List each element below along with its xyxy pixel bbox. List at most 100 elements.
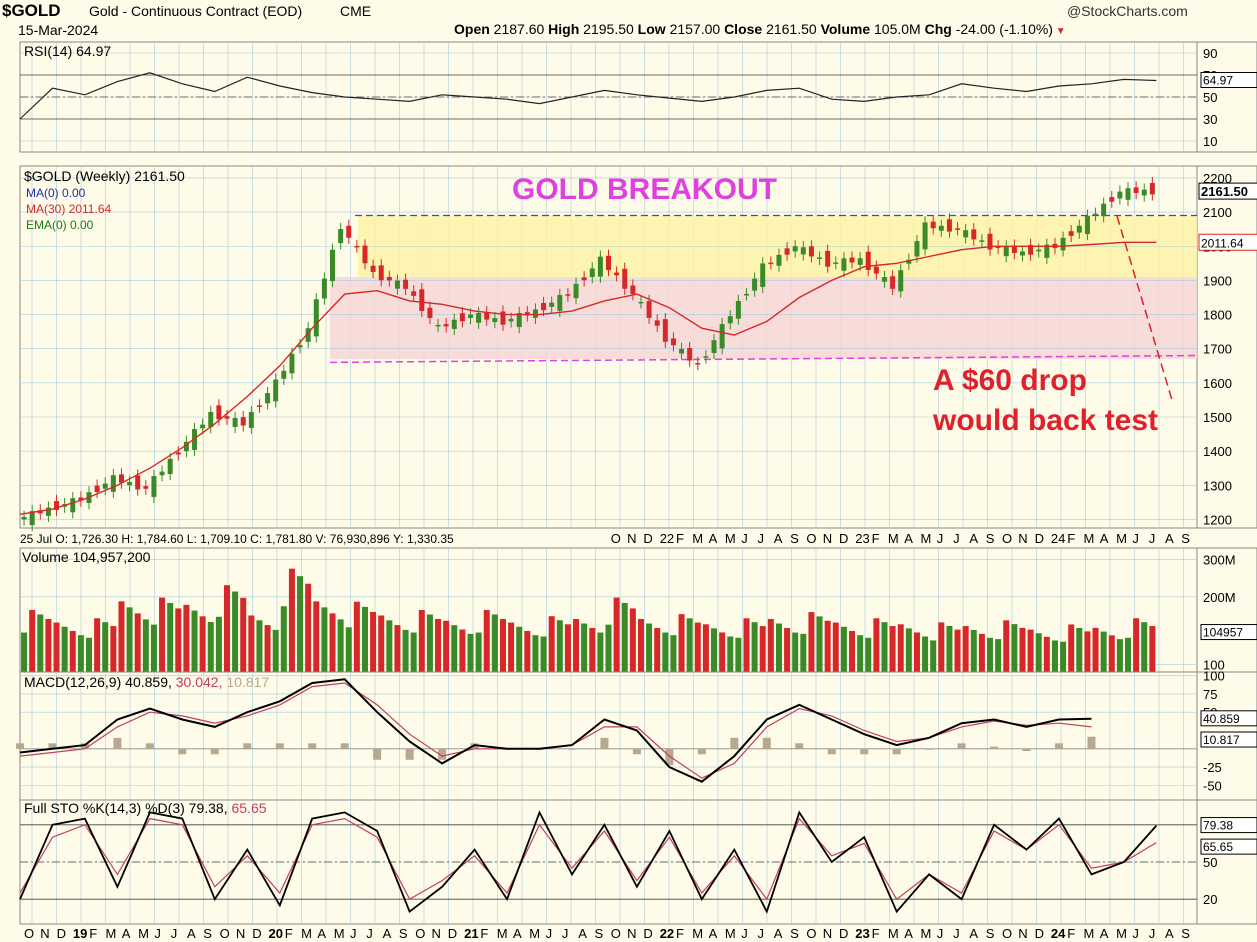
bottom-axis-label: J	[1132, 926, 1139, 941]
price-tick-label: 1300	[1203, 478, 1232, 493]
bottom-axis-label: N	[40, 926, 49, 941]
volume-bar	[816, 616, 823, 672]
bottom-axis-label: 20	[269, 926, 283, 941]
volume-bar	[1116, 639, 1123, 672]
sto-k-last-value: 79.38	[1203, 819, 1233, 833]
volume-bar	[995, 639, 1002, 672]
candle-body	[549, 302, 555, 307]
candle-body	[890, 276, 896, 289]
volume-bar	[564, 624, 571, 672]
bottom-axis-label: J	[154, 926, 161, 941]
candle-body	[703, 356, 709, 358]
macd-panel-frame	[19, 671, 1198, 801]
volume-bar	[499, 619, 506, 672]
macd-histogram-bar	[632, 748, 641, 755]
candle-body	[1068, 231, 1074, 236]
volume-bar	[792, 632, 799, 672]
price-x-label: J	[1149, 531, 1156, 546]
macd-title: MACD(12,26,9) 40.859, 30.042, 10.817	[24, 674, 269, 690]
volume-bar	[840, 626, 847, 672]
bottom-axis-label: A	[578, 926, 587, 941]
volume-bar	[581, 623, 588, 672]
candle-body	[825, 250, 831, 267]
price-tick-label: 1200	[1203, 512, 1232, 527]
price-tick-label: 1600	[1203, 376, 1232, 391]
legend-ma30: MA(30) 2011.64	[26, 202, 111, 216]
volume-bar	[784, 628, 791, 672]
bottom-axis-label: J	[953, 926, 960, 941]
volume-bar	[248, 615, 255, 672]
candle-body	[281, 370, 287, 379]
macd-signal-value: 30.042,	[176, 674, 227, 690]
description: Gold - Continuous Contract (EOD)	[89, 3, 303, 19]
candle-body	[727, 316, 733, 324]
volume-bar	[386, 620, 393, 672]
volume-bar	[646, 623, 653, 672]
price-x-label: N	[823, 531, 832, 546]
candle-body	[1117, 191, 1123, 199]
candle-body	[484, 312, 490, 320]
macd-value: 40.859,	[125, 674, 176, 690]
candle-body	[979, 240, 985, 242]
macd-histogram-bar	[178, 748, 187, 755]
candle-body	[468, 314, 474, 318]
candle-body	[711, 340, 717, 353]
volume-bar	[126, 607, 133, 672]
candle-body	[435, 324, 441, 327]
volume-bar	[159, 597, 166, 672]
volume-bar	[29, 610, 36, 672]
price-x-label: M	[921, 531, 932, 546]
candle-body	[524, 312, 530, 316]
volume-bar	[321, 607, 328, 672]
macd-histogram-bar	[1055, 743, 1064, 749]
bottom-axis-label: S	[203, 926, 212, 941]
volume-panel-axis	[1196, 547, 1257, 673]
candle-body	[1084, 215, 1090, 234]
sto-title: Full STO %K(14,3) %D(3) 79.38, 65.65	[24, 800, 267, 816]
candle-body	[94, 485, 100, 493]
candle-body	[971, 229, 977, 240]
volume-bar	[711, 628, 718, 672]
candle-body	[216, 405, 222, 420]
volume-bar	[865, 637, 872, 672]
annotation-title: GOLD BREAKOUT	[512, 173, 777, 206]
macd-histogram-bar	[1087, 736, 1096, 749]
candle-body	[573, 283, 579, 299]
volume-bar	[21, 632, 28, 672]
macd-histogram-bar	[925, 748, 934, 750]
bottom-axis-label: D	[839, 926, 848, 941]
candle-body	[297, 345, 303, 348]
volume-bar	[175, 608, 182, 672]
volume-bar	[353, 601, 360, 672]
volume-bar	[548, 616, 555, 672]
volume-bar	[1108, 635, 1115, 672]
candle-body	[614, 272, 620, 276]
bottom-axis-label: F	[1067, 926, 1075, 941]
volume-bar	[167, 603, 174, 672]
bottom-axis-label: J	[758, 926, 765, 941]
exchange: CME	[340, 3, 372, 19]
volume-bar	[573, 619, 580, 672]
ma-last-value: 2011.64	[1201, 236, 1244, 250]
candle-body	[784, 248, 790, 255]
bottom-axis-label: F	[480, 926, 488, 941]
candle-body	[516, 312, 522, 328]
macd-last-value-box	[1200, 710, 1257, 727]
volume-bar	[962, 626, 969, 672]
price-x-label: F	[676, 531, 684, 546]
bottom-axis-label: N	[432, 926, 441, 941]
price-x-label: M	[1116, 531, 1127, 546]
volume-bar	[223, 585, 230, 672]
macd-histogram-bar	[990, 746, 999, 749]
bottom-axis-label: S	[790, 926, 799, 941]
candle-body	[743, 293, 749, 296]
bottom-axis-label: O	[415, 926, 425, 941]
candle-body	[1149, 183, 1155, 195]
bottom-axis-label: A	[774, 926, 783, 941]
ma-last-box	[1198, 233, 1257, 251]
candle-body	[597, 256, 603, 277]
sto-d-last-value-box	[1200, 838, 1257, 855]
candle-body	[37, 510, 43, 514]
volume-bar	[297, 576, 304, 672]
volume-bar	[589, 628, 596, 672]
